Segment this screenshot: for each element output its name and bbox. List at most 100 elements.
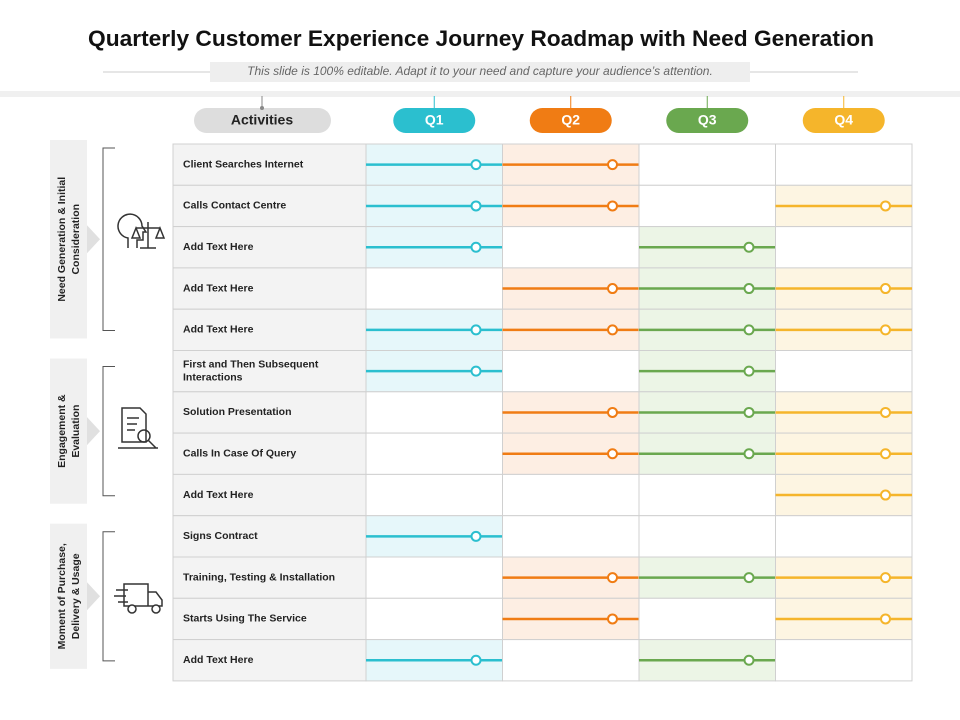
timeline-marker (743, 448, 755, 460)
quarter-cell (775, 143, 913, 186)
stage-arrow (87, 417, 100, 446)
activity-label: Add Text Here (183, 654, 254, 666)
stage-arrow (87, 582, 100, 611)
quarter-pill (393, 108, 476, 133)
lens-handle (118, 439, 158, 449)
timeline-marker (470, 200, 482, 212)
quarter-cell (638, 597, 776, 641)
lens-icon (137, 429, 151, 443)
quarter-cell (502, 639, 640, 682)
timeline-marker (743, 283, 755, 295)
activity-cell (172, 639, 367, 682)
activities-pill (194, 108, 331, 133)
stage-panel (50, 523, 87, 669)
timeline-marker (880, 489, 891, 501)
title: Quarterly Customer Experience Journey Ro… (88, 26, 874, 51)
quarter-cell (638, 184, 776, 228)
activity-label: Add Text Here (183, 241, 254, 253)
activity-cell (172, 184, 367, 228)
quarter-cell (502, 350, 640, 393)
quarter-header: Q1 (425, 112, 444, 128)
quarter-pill (802, 108, 885, 133)
activity-cell (172, 556, 367, 599)
timeline-marker (470, 159, 482, 171)
wheel (151, 604, 161, 614)
subtitle-box (210, 62, 750, 82)
stage-panel (50, 358, 87, 504)
timeline-marker (880, 324, 891, 336)
timeline-marker (607, 283, 618, 295)
timeline-marker (607, 406, 618, 418)
timeline-marker (743, 365, 755, 377)
stage-label: Evaluation (70, 405, 82, 458)
activity-cell (172, 473, 367, 517)
stage-label: Need Generation & Initial (56, 177, 68, 302)
timeline-marker (607, 200, 618, 212)
timeline-marker (470, 654, 482, 666)
activity-label: Signs Contract (183, 530, 258, 542)
head-icon (117, 213, 148, 248)
timeline-marker (470, 324, 482, 336)
timeline-marker (880, 200, 891, 212)
timeline-marker (470, 241, 482, 253)
quarter-cell (502, 473, 640, 517)
timeline-marker (470, 365, 482, 377)
scale-icon (130, 222, 166, 249)
quarter-pill (529, 108, 612, 133)
quarter-cell (365, 597, 503, 641)
activity-cell (172, 267, 367, 310)
timeline-marker (880, 572, 891, 584)
activity-label: Add Text Here (183, 489, 254, 501)
quarter-cell (365, 473, 503, 517)
quarter-cell (775, 226, 913, 269)
quarter-cell (502, 515, 640, 558)
activity-label: Training, Testing & Installation (183, 571, 335, 583)
activity-label: First and Then Subsequent Interactions (183, 358, 319, 383)
timeline-marker (607, 324, 618, 336)
activity-label: Add Text Here (183, 324, 254, 336)
quarter-cell (365, 391, 503, 434)
timeline-marker (607, 572, 618, 584)
band (0, 91, 960, 97)
quarter-cell (638, 143, 776, 186)
stage-bracket (102, 147, 115, 331)
stage-label: Delivery & Usage (70, 553, 82, 639)
activity-cell (172, 515, 367, 558)
timeline-marker (607, 613, 618, 625)
quarter-header: Q4 (834, 112, 853, 128)
wheel (127, 604, 137, 614)
timeline-marker (880, 448, 891, 460)
activity-label: Solution Presentation (183, 406, 292, 418)
truck-icon (114, 583, 163, 607)
quarter-cell (775, 639, 913, 682)
quarter-cell (775, 350, 913, 393)
stage-label: Engagement & (56, 394, 68, 468)
quarter-cell (365, 556, 503, 599)
timeline-marker (470, 530, 482, 542)
activity-cell (172, 308, 367, 352)
stage-label: Moment of Purchase, (56, 543, 68, 649)
quarter-cell (638, 473, 776, 517)
activity-label: Starts Using The Service (183, 613, 307, 625)
timeline-marker (743, 324, 755, 336)
timeline-marker (743, 406, 755, 418)
stage-label: Consideration (70, 204, 82, 275)
quarter-cell (502, 226, 640, 269)
activity-cell (172, 143, 367, 186)
quarter-cell (365, 432, 503, 475)
activity-label: Calls Contact Centre (183, 200, 286, 212)
quarter-pill (666, 108, 749, 133)
activity-cell (172, 432, 367, 475)
pill-dot (260, 106, 264, 110)
timeline-marker (880, 613, 891, 625)
quarter-cell (365, 267, 503, 310)
activity-label: Calls In Case Of Query (183, 448, 296, 460)
activities-header: Activities (231, 112, 293, 128)
timeline-marker (743, 241, 755, 253)
quarter-header: Q3 (698, 112, 717, 128)
activity-cell (172, 226, 367, 269)
stage-arrow (87, 225, 100, 254)
timeline-marker (743, 654, 755, 666)
stage-bracket (102, 531, 115, 662)
